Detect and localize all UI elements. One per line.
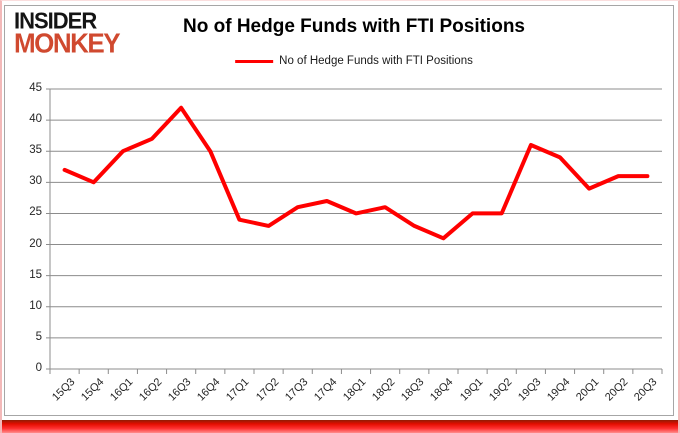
y-axis-tick-label: 0 <box>35 362 42 374</box>
chart-frame <box>4 5 674 416</box>
bottom-red-bar <box>2 420 678 433</box>
y-axis-tick-label: 10 <box>29 299 42 312</box>
logo-text-insider: INSIDER <box>14 7 97 34</box>
chart-title: No of Hedge Funds with FTI Positions <box>183 16 525 37</box>
y-axis-tick-label: 25 <box>29 206 42 219</box>
y-axis-tick-label: 45 <box>29 82 42 94</box>
legend-line-icon <box>235 59 274 63</box>
series-line-fti <box>62 105 650 241</box>
y-axis-tick-label: 40 <box>29 113 42 126</box>
y-axis-tick-label: 35 <box>29 144 42 157</box>
y-axis-tick-label: 30 <box>29 175 42 188</box>
legend-label: No of Hedge Funds with FTI Positions <box>279 55 473 67</box>
legend: No of Hedge Funds with FTI Positions <box>235 55 473 67</box>
y-axis-tick-label: 5 <box>35 330 42 343</box>
logo-text-monkey: MONKEY <box>14 27 121 60</box>
insider-monkey-logo: INSIDER MONKEY <box>14 7 121 60</box>
y-axis-tick-label: 15 <box>29 268 42 281</box>
y-axis-tick-label: 20 <box>29 237 42 250</box>
